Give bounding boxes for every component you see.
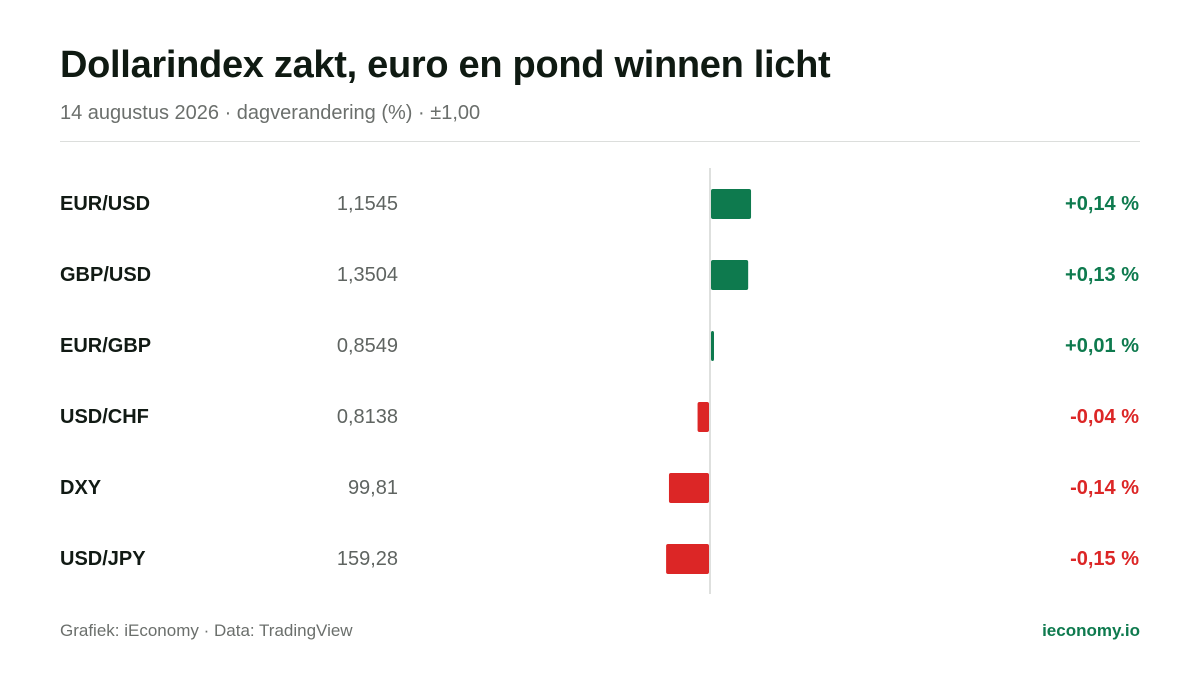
change-bar bbox=[711, 260, 749, 290]
rate-value: 99,81 bbox=[348, 477, 398, 499]
rate-value: 1,3504 bbox=[337, 264, 398, 286]
change-label: -0,04 % bbox=[1070, 406, 1139, 428]
header-divider bbox=[60, 141, 1140, 142]
source-credit: Grafiek: iEconomy · Data: TradingView bbox=[60, 621, 353, 640]
change-label: -0,15 % bbox=[1070, 548, 1139, 570]
rate-value: 1,1545 bbox=[337, 193, 398, 215]
rate-value: 0,8549 bbox=[337, 335, 398, 357]
change-label: +0,01 % bbox=[1065, 335, 1139, 357]
category-label: EUR/USD bbox=[60, 193, 150, 215]
category-label: GBP/USD bbox=[60, 264, 151, 286]
category-label: USD/CHF bbox=[60, 406, 149, 428]
change-bar bbox=[668, 473, 709, 503]
chart-title: Dollarindex zakt, euro en pond winnen li… bbox=[60, 44, 831, 86]
change-bar bbox=[711, 189, 752, 219]
change-bar bbox=[711, 331, 714, 361]
change-label: +0,14 % bbox=[1065, 193, 1139, 215]
brand-link[interactable]: ieconomy.io bbox=[1042, 621, 1140, 640]
category-label: USD/JPY bbox=[60, 548, 146, 570]
category-label: EUR/GBP bbox=[60, 335, 151, 357]
change-label: +0,13 % bbox=[1065, 264, 1139, 286]
change-bar bbox=[666, 544, 709, 574]
rate-value: 0,8138 bbox=[337, 406, 398, 428]
category-label: DXY bbox=[60, 477, 102, 499]
change-label: -0,14 % bbox=[1070, 477, 1139, 499]
chart-subtitle: 14 augustus 2026 · dagverandering (%) · … bbox=[60, 102, 481, 124]
rate-value: 159,28 bbox=[337, 548, 398, 570]
change-bar bbox=[697, 402, 709, 432]
